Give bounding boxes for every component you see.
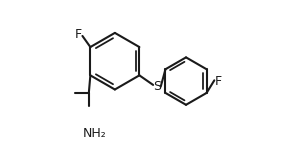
Text: F: F (74, 28, 81, 41)
Text: S: S (153, 80, 161, 93)
Text: NH₂: NH₂ (82, 127, 106, 140)
Text: F: F (215, 75, 222, 88)
